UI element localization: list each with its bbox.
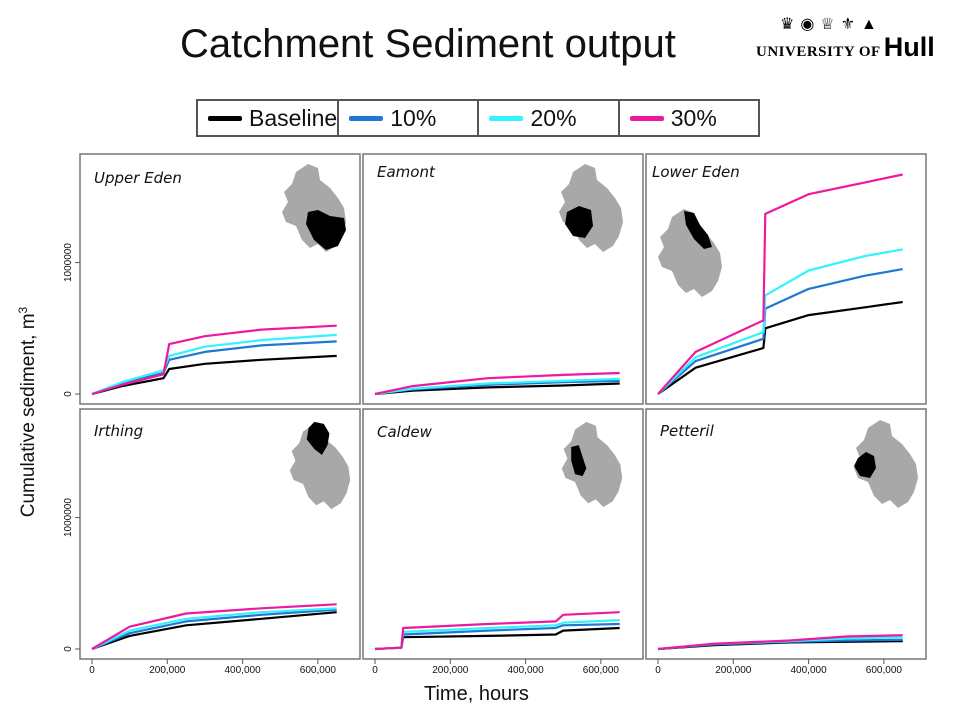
panel-title: Upper Eden bbox=[94, 169, 182, 187]
catchment-highlight bbox=[306, 421, 330, 455]
legend-item-30: 30% bbox=[620, 101, 758, 135]
x-tick-label: 0 bbox=[89, 665, 95, 676]
panel-frame bbox=[362, 153, 644, 405]
series-line-30- bbox=[91, 324, 337, 396]
catchment-outline bbox=[658, 209, 722, 297]
series-line-20- bbox=[91, 333, 337, 396]
legend-item-10: 10% bbox=[339, 101, 480, 135]
page-title: Catchment Sediment output bbox=[180, 22, 676, 66]
legend-item-baseline: Baseline bbox=[198, 101, 340, 135]
y-tick-label: 1000000 bbox=[63, 243, 74, 282]
catchment-map-lower-eden-icon bbox=[658, 209, 722, 297]
panel-lower-eden: Lower Eden bbox=[645, 153, 927, 405]
panel-title: Eamont bbox=[377, 163, 436, 181]
catchment-highlight bbox=[306, 210, 346, 250]
panel-irthing: Irthing 0 200,000 400,000 600,000 0 1000000 bbox=[63, 408, 361, 676]
panel-frame bbox=[645, 408, 927, 660]
series-line-30- bbox=[91, 603, 337, 650]
series-line-30- bbox=[657, 634, 903, 651]
panel-title: Irthing bbox=[94, 422, 143, 440]
panel-title: Petteril bbox=[660, 422, 715, 440]
panel-title: Caldew bbox=[377, 423, 433, 441]
legend-label: 20% bbox=[530, 104, 577, 131]
catchment-highlight bbox=[565, 206, 593, 238]
legend-label: 30% bbox=[670, 104, 717, 131]
series-line-10- bbox=[91, 608, 337, 651]
catchment-highlight bbox=[854, 452, 876, 478]
legend-swatch bbox=[629, 115, 664, 121]
crest-icon: ♛◉♕⚜▲ bbox=[780, 16, 883, 33]
logo-university-text: UNIVERSITY OF bbox=[756, 44, 881, 60]
catchment-map-petteril-icon bbox=[854, 420, 918, 508]
series-line-baseline bbox=[91, 611, 337, 651]
series-line-30- bbox=[374, 611, 620, 651]
catchment-highlight bbox=[684, 211, 712, 249]
x-tick-label: 200,000 bbox=[149, 665, 186, 676]
y-tick-label: 0 bbox=[63, 646, 74, 652]
catchment-outline bbox=[559, 164, 623, 252]
catchment-outline bbox=[854, 420, 918, 508]
panel-frame bbox=[79, 408, 361, 660]
y-tick-label: 0 bbox=[63, 391, 74, 397]
logo-hull-text: Hull bbox=[883, 32, 935, 62]
series-line-20- bbox=[374, 377, 620, 396]
x-tick-label: 0 bbox=[372, 665, 378, 676]
university-logo: ♛◉♕⚜▲ UNIVERSITY OF Hull bbox=[756, 14, 946, 62]
series-line-20- bbox=[91, 607, 337, 650]
panel-frame bbox=[79, 153, 361, 405]
legend-item-20: 20% bbox=[479, 101, 620, 135]
catchment-map-upper-eden-icon bbox=[282, 164, 346, 252]
catchment-map-irthing-icon bbox=[289, 421, 351, 510]
series-line-10- bbox=[91, 340, 337, 396]
y-tick-label: 1000000 bbox=[63, 498, 74, 537]
legend-swatch bbox=[208, 115, 242, 121]
legend-label: 10% bbox=[390, 104, 437, 131]
panel-eamont: Eamont bbox=[362, 153, 644, 405]
series-line-30- bbox=[657, 173, 903, 395]
legend: Baseline 10% 20% 30% bbox=[196, 99, 760, 137]
panel-petteril: Petteril 0 200,000 400,000 600,000 bbox=[645, 408, 927, 676]
x-axis-label: Time, hours bbox=[424, 683, 529, 705]
x-tick-label: 600,000 bbox=[300, 665, 337, 676]
catchment-map-eamont-icon bbox=[559, 164, 623, 252]
legend-swatch bbox=[349, 115, 384, 121]
x-tick-label: 400,000 bbox=[508, 665, 545, 676]
series-line-30- bbox=[374, 371, 620, 396]
panel-title: Lower Eden bbox=[652, 163, 740, 181]
series-line-20- bbox=[657, 248, 903, 395]
panel-caldew: Caldew 0 200,000 400,000 600,000 bbox=[362, 408, 644, 676]
x-tick-label: 600,000 bbox=[583, 665, 620, 676]
catchment-map-caldew-icon bbox=[561, 421, 623, 508]
legend-swatch bbox=[489, 115, 524, 121]
x-tick-label: 200,000 bbox=[432, 665, 469, 676]
panel-frame bbox=[645, 153, 927, 405]
panel-frame bbox=[362, 408, 644, 660]
legend-label: Baseline bbox=[249, 104, 338, 131]
series-line-baseline bbox=[91, 354, 337, 396]
panel-upper-eden: Upper Eden 0 1000000 bbox=[63, 153, 361, 405]
x-tick-label: 600,000 bbox=[866, 665, 903, 676]
x-tick-label: 0 bbox=[655, 665, 661, 676]
x-tick-label: 400,000 bbox=[225, 665, 262, 676]
series-line-baseline bbox=[657, 300, 903, 395]
catchment-highlight bbox=[571, 445, 587, 477]
catchment-outline bbox=[561, 421, 623, 508]
catchment-outline bbox=[289, 423, 351, 510]
x-tick-label: 400,000 bbox=[791, 665, 828, 676]
x-tick-label: 200,000 bbox=[715, 665, 752, 676]
